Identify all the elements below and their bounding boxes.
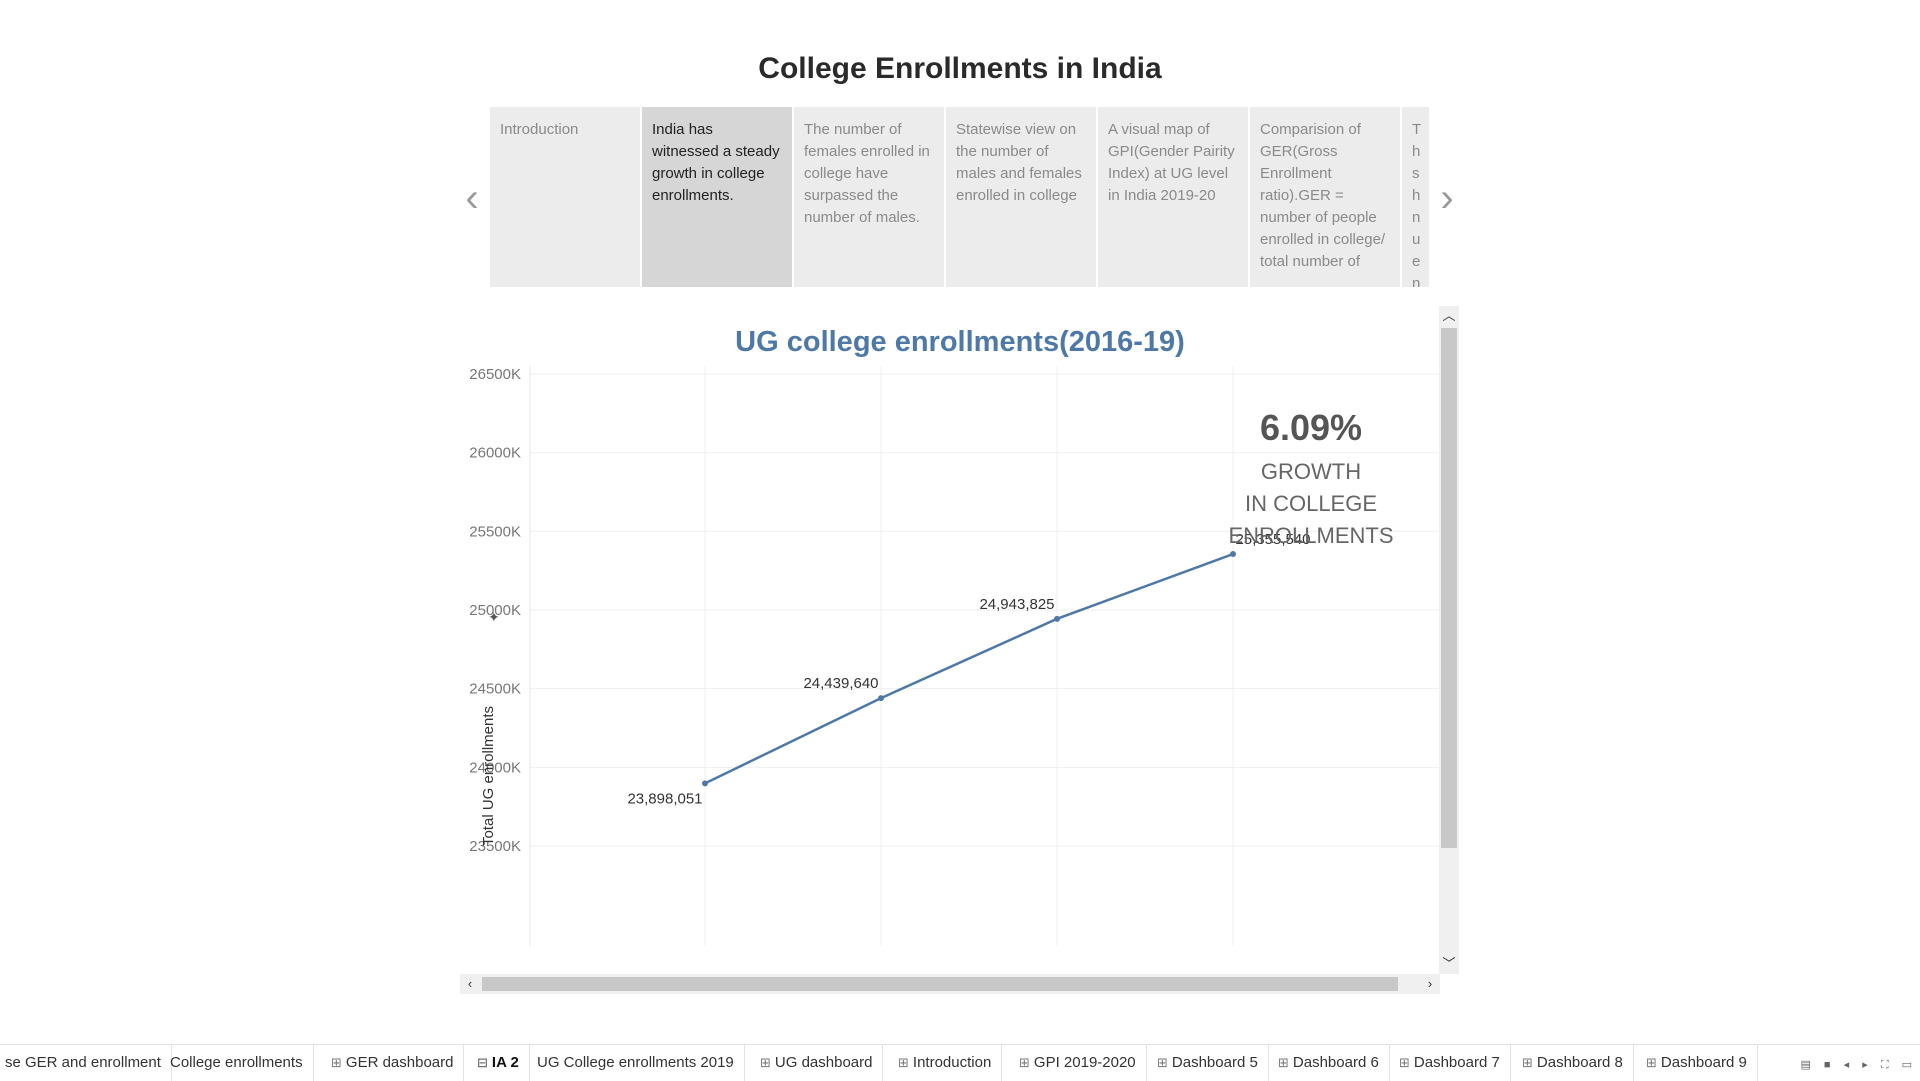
scroll-up-icon[interactable]: ︿	[1442, 308, 1456, 323]
tab-dashboard-7[interactable]: ⊞ Dashboard 7	[1389, 1045, 1511, 1081]
tab-label: Introduction	[912, 1054, 992, 1071]
y-tick-label: 25500K	[469, 523, 521, 540]
vertical-scrollbar[interactable]: ︿ ﹀	[1439, 306, 1459, 974]
data-point	[1230, 551, 1236, 558]
story-point-introduction[interactable]: Introduction	[490, 107, 640, 287]
tab-dashboard-9[interactable]: ⊞ Dashboard 9	[1636, 1045, 1758, 1081]
data-label: 24,439,640	[803, 675, 878, 692]
next-sheet-icon[interactable]: ▸	[1862, 1059, 1868, 1071]
tab-ug-college-enrollments-2019[interactable]: UG College enrollments 2019	[527, 1045, 745, 1081]
tab-label: Dashboard 9	[1660, 1054, 1747, 1071]
dashboard-area: UG college enrollments(2016-19) 23500K 24…	[460, 306, 1460, 992]
tab-label: se GER and enrollment	[5, 1054, 161, 1071]
dashboard-icon: ⊞	[1646, 1055, 1657, 1070]
chevron-right-icon[interactable]: ›	[1440, 176, 1454, 220]
y-tick-label: 26500K	[469, 366, 521, 383]
tab-label: GPI 2019-2020	[1033, 1054, 1136, 1071]
tab-label: UG College enrollments 2019	[537, 1054, 734, 1071]
y-tick-label: 23500K	[469, 838, 521, 855]
dashboard-icon: ⊞	[1399, 1055, 1410, 1070]
chevron-left-icon[interactable]: ‹	[465, 176, 479, 220]
horizontal-scrollbar[interactable]: ‹ ›	[460, 974, 1440, 994]
tab-se-ger-and-enrollment[interactable]: se GER and enrollment	[0, 1045, 172, 1081]
y-tick-label: 24500K	[469, 681, 521, 698]
pin-icon: ✦	[488, 609, 500, 625]
tab-introduction[interactable]: ⊞ Introduction	[888, 1045, 1003, 1081]
vertical-scroll-thumb[interactable]	[1441, 328, 1457, 848]
story-point-ger-comparison[interactable]: Comparision of GER(Gross Enrollment rati…	[1250, 107, 1400, 287]
tab-ug-dashboard[interactable]: ⊞ UG dashboard	[750, 1045, 884, 1081]
tab-gpi-2019-2020[interactable]: ⊞ GPI 2019-2020	[1009, 1045, 1147, 1081]
data-point	[1054, 615, 1060, 622]
tab-label: GER dashboard	[345, 1054, 454, 1071]
y-tick-label: 25000K	[469, 602, 521, 619]
dashboard-icon: ⊞	[1278, 1055, 1289, 1070]
data-point	[878, 695, 884, 702]
story-title: College Enrollments in India	[758, 52, 1162, 85]
data-label: 24,943,825	[979, 596, 1054, 613]
tab-label: College enrollments	[170, 1054, 303, 1071]
story-point-females-surpassed[interactable]: The number of females enrolled in colleg…	[794, 107, 944, 287]
prev-sheet-icon[interactable]: ◂	[1843, 1059, 1850, 1071]
line-chart: 23500K 24000K 24500K 25000K 25500K 26000K 2650…	[469, 366, 1440, 946]
story-points-navigator: Introduction India has witnessed a stead…	[490, 107, 1429, 287]
y-tick-label: 24000K	[469, 759, 521, 776]
dashboard-icon: ⊞	[1019, 1055, 1030, 1070]
dashboard-icon: ⊞	[1522, 1055, 1533, 1070]
data-label: 25,355,540	[1235, 531, 1310, 548]
growth-line-2: IN COLLEGE	[1245, 491, 1377, 516]
story-point-statewise[interactable]: Statewise view on the number of males an…	[946, 107, 1096, 287]
presentation-icon[interactable]: ▭	[1901, 1059, 1912, 1071]
tab-bar-controls: ▤ ■ ◂ ▸ ⛶ ▭	[1790, 1058, 1912, 1074]
tab-label: Dashboard 8	[1536, 1054, 1623, 1071]
filmstrip-icon[interactable]: ■	[1823, 1059, 1831, 1071]
chart-title: UG college enrollments(2016-19)	[735, 326, 1185, 358]
tab-ger-dashboard[interactable]: ⊞ GER dashboard	[321, 1045, 465, 1081]
story-point-partial[interactable]: Th sh nu en GE	[1402, 107, 1429, 287]
tab-dashboard-5[interactable]: ⊞ Dashboard 5	[1147, 1045, 1269, 1081]
dashboard-icon: ⊞	[331, 1055, 342, 1070]
tab-ia-2[interactable]: ⊟ IA 2	[467, 1045, 530, 1081]
fullscreen-icon[interactable]: ⛶	[1880, 1059, 1889, 1071]
tab-dashboard-8[interactable]: ⊞ Dashboard 8	[1512, 1045, 1634, 1081]
story-point-gpi-map[interactable]: A visual map of GPI(Gender Pairity Index…	[1098, 107, 1248, 287]
tab-college-enrollments[interactable]: College enrollments	[160, 1045, 314, 1081]
story-point-steady-growth[interactable]: India has witnessed a steady growth in c…	[642, 107, 792, 287]
dashboard-icon: ⊞	[760, 1055, 771, 1070]
growth-line-1: GROWTH	[1261, 459, 1361, 484]
scroll-down-icon[interactable]: ﹀	[1442, 956, 1456, 971]
series-line	[704, 552, 1234, 785]
data-point	[702, 780, 708, 787]
y-tick-label: 26000K	[469, 445, 521, 462]
tab-label: IA 2	[491, 1054, 519, 1071]
story-icon: ⊟	[477, 1055, 488, 1070]
scroll-right-icon[interactable]: ›	[1427, 976, 1433, 991]
tab-label: Dashboard 7	[1413, 1054, 1500, 1071]
dashboard-icon: ⊞	[898, 1055, 909, 1070]
tab-label: Dashboard 5	[1171, 1054, 1258, 1071]
sheet-tabs-bar: se GER and enrollment College enrollments…	[0, 1044, 1920, 1081]
grid-view-icon[interactable]: ▤	[1800, 1059, 1811, 1071]
data-label: 23,898,051	[627, 790, 702, 807]
scroll-left-icon[interactable]: ‹	[467, 976, 473, 991]
tab-label: UG dashboard	[774, 1054, 873, 1071]
growth-line-3: ENROLLMENTS	[1228, 523, 1393, 548]
tab-dashboard-6[interactable]: ⊞ Dashboard 6	[1268, 1045, 1390, 1081]
y-axis-label: Total UG enrollments	[480, 706, 497, 846]
dashboard-icon: ⊞	[1157, 1055, 1168, 1070]
tab-label: Dashboard 6	[1292, 1054, 1379, 1071]
growth-percent: 6.09%	[1260, 407, 1362, 448]
horizontal-scroll-thumb[interactable]	[482, 977, 1398, 991]
